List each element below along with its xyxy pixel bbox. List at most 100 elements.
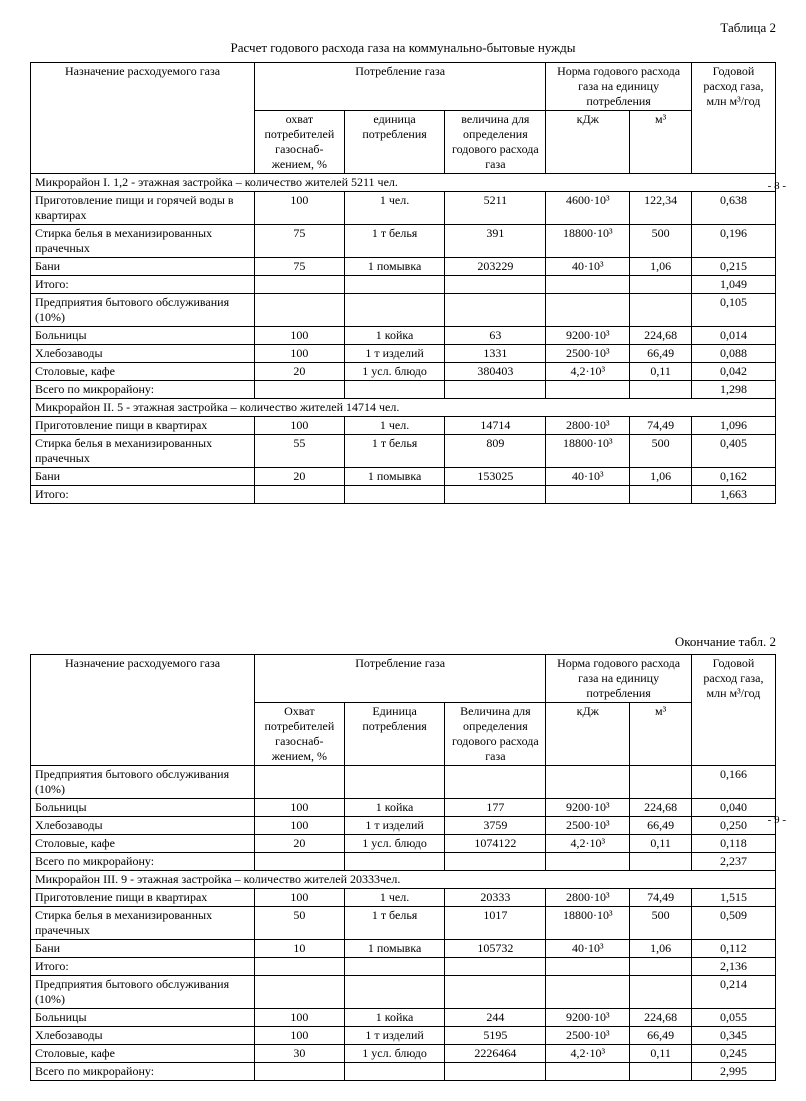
table-row: Приготовление пищи в квартирах1001 чел.1… [31,417,776,435]
cell-cov: 100 [255,799,345,817]
cell-val [445,853,546,871]
section-row: Микрорайон I. 1,2 - этажная застройка – … [31,174,776,192]
table-row: Хлебозаводы1001 т изделий13312500·10³66,… [31,345,776,363]
table-row: Стирка белья в механизированных прачечны… [31,225,776,258]
cell-m3 [630,766,692,799]
cell-m3 [630,276,692,294]
cell-ann: 2,995 [691,1063,775,1081]
cell-m3: 66,49 [630,1027,692,1045]
cell-unit: 1 усл. блюдо [344,1045,445,1063]
table-row: Стирка белья в механизированных прачечны… [31,907,776,940]
cell-kj [546,958,630,976]
table-row: Итого:1,049 [31,276,776,294]
cell-m3 [630,853,692,871]
cell-unit: 1 помывка [344,468,445,486]
cell-val: 1074122 [445,835,546,853]
cell-ann: 1,663 [691,486,775,504]
cell-kj: 4600·10³ [546,192,630,225]
cell-name: Хлебозаводы [31,817,255,835]
cell-ann: 0,088 [691,345,775,363]
col-norm: Норма годового расхода газа на единицу п… [546,63,692,111]
cell-kj: 2800·10³ [546,417,630,435]
cell-m3: 500 [630,907,692,940]
cell-name: Итого: [31,958,255,976]
cell-kj [546,294,630,327]
cell-name: Стирка белья в механизированных прачечны… [31,225,255,258]
table-row: Стирка белья в механизированных прачечны… [31,435,776,468]
cell-m3: 0,11 [630,1045,692,1063]
cell-m3 [630,294,692,327]
cell-kj: 4,2·10³ [546,1045,630,1063]
cell-cov: 100 [255,1009,345,1027]
cell-name: Приготовление пищи в квартирах [31,889,255,907]
cell-cov [255,381,345,399]
cell-ann: 2,237 [691,853,775,871]
cell-cov: 100 [255,327,345,345]
table-row: Бани201 помывка15302540·10³1,060,162 [31,468,776,486]
cell-m3: 224,68 [630,799,692,817]
table-row: Итого:2,136 [31,958,776,976]
cell-kj [546,853,630,871]
cell-m3 [630,486,692,504]
cell-unit: 1 т белья [344,435,445,468]
cell-unit: 1 койка [344,799,445,817]
cell-name: Всего по микрорайону: [31,853,255,871]
cell-val: 380403 [445,363,546,381]
cell-name: Предприятия бытового обслуживания (10%) [31,766,255,799]
table-row: Всего по микрорайону:1,298 [31,381,776,399]
cell-ann: 1,049 [691,276,775,294]
cell-name: Предприятия бытового обслуживания (10%) [31,976,255,1009]
cell-cov [255,486,345,504]
cell-val: 105732 [445,940,546,958]
table-row: Хлебозаводы1001 т изделий51952500·10³66,… [31,1027,776,1045]
cell-kj: 40·10³ [546,258,630,276]
col-name: Назначение расходуемого газа [31,655,255,766]
cell-cov: 30 [255,1045,345,1063]
cell-cov [255,976,345,1009]
cell-val: 20333 [445,889,546,907]
cell-cov: 100 [255,817,345,835]
cell-val [445,766,546,799]
table-row: Столовые, кафе201 усл. блюдо3804034,2·10… [31,363,776,381]
section-label: Микрорайон I. 1,2 - этажная застройка – … [31,174,776,192]
cell-name: Больницы [31,799,255,817]
cell-name: Приготовление пищи в квартирах [31,417,255,435]
col-unit: единица потребления [344,111,445,174]
table-label-bottom: Окончание табл. 2 [30,634,776,650]
cell-m3: 66,49 [630,345,692,363]
cell-kj: 4,2·10³ [546,363,630,381]
table-row: Итого:1,663 [31,486,776,504]
cell-val [445,294,546,327]
table-row: Предприятия бытового обслуживания (10%)0… [31,766,776,799]
cell-val: 3759 [445,817,546,835]
col-annual: Годовой расход газа, млн м³/год [691,63,775,174]
cell-val: 809 [445,435,546,468]
cell-ann: 0,105 [691,294,775,327]
cell-cov [255,766,345,799]
cell-name: Больницы [31,327,255,345]
cell-cov [255,294,345,327]
cell-unit: 1 койка [344,1009,445,1027]
table-row: Всего по микрорайону: 2,237 [31,853,776,871]
cell-unit: 1 т изделий [344,817,445,835]
cell-m3: 224,68 [630,327,692,345]
cell-name: Стирка белья в механизированных прачечны… [31,907,255,940]
section-label: Микрорайон II. 5 - этажная застройка – к… [31,399,776,417]
cell-val: 2226464 [445,1045,546,1063]
cell-m3 [630,958,692,976]
col-value: величина для определения годового расход… [445,111,546,174]
cell-cov: 20 [255,835,345,853]
cell-ann: 0,250 [691,817,775,835]
cell-name: Бани [31,258,255,276]
cell-ann: 0,509 [691,907,775,940]
table-label-top: Таблица 2 [30,20,776,36]
cell-val: 177 [445,799,546,817]
main-table-bottom: Назначение расходуемого газа Потребление… [30,654,776,1081]
cell-cov: 100 [255,889,345,907]
col-m3: м³ [630,703,692,766]
col-consumption: Потребление газа [255,655,546,703]
cell-kj [546,276,630,294]
cell-val [445,276,546,294]
cell-cov: 75 [255,258,345,276]
cell-unit [344,294,445,327]
